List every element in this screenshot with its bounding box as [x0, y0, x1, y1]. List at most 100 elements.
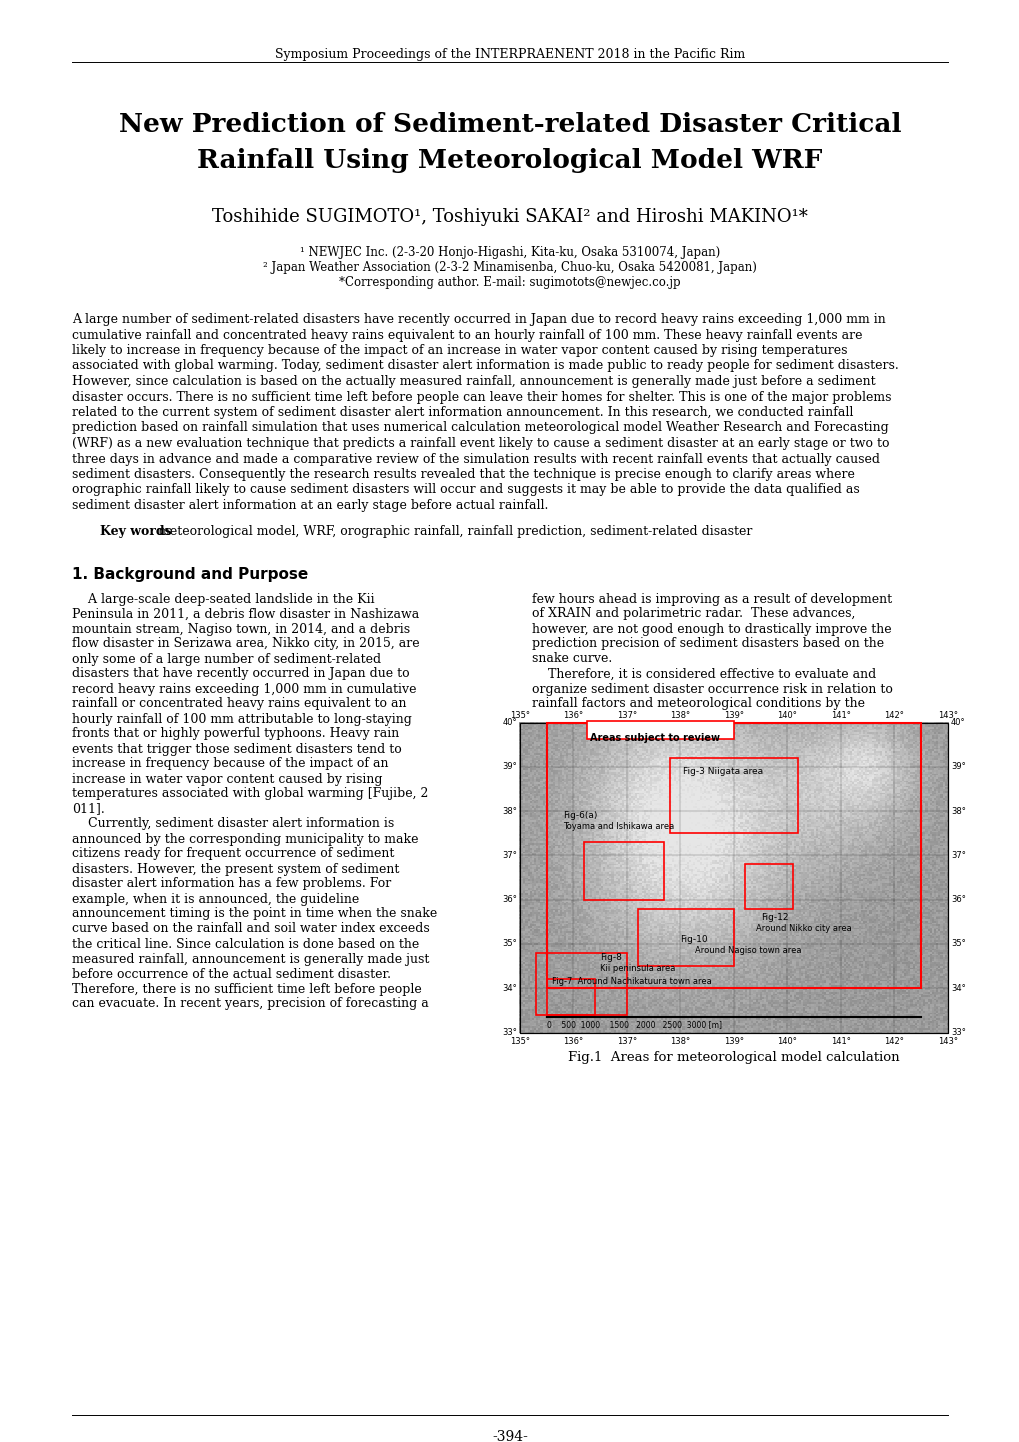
Bar [744, 864, 792, 908]
Text: events that trigger those sediment disasters tend to: events that trigger those sediment disas… [72, 743, 401, 756]
Text: of XRAIN and polarimetric radar.  These advances,: of XRAIN and polarimetric radar. These a… [532, 607, 855, 620]
Text: example, when it is announced, the guideline: example, when it is announced, the guide… [72, 893, 359, 906]
Text: (WRF) as a new evaluation technique that predicts a rainfall event likely to cau: (WRF) as a new evaluation technique that… [72, 437, 889, 450]
Text: can evacuate. In recent years, precision of forecasting a: can evacuate. In recent years, precision… [72, 998, 428, 1011]
Text: disaster occurs. There is no sufficient time left before people can leave their : disaster occurs. There is no sufficient … [72, 391, 891, 404]
Text: 137°: 137° [616, 711, 637, 721]
Text: organize sediment disaster occurrence risk in relation to: organize sediment disaster occurrence ri… [532, 682, 892, 695]
Bar [546, 979, 594, 1015]
Text: A large number of sediment-related disasters have recently occurred in Japan due: A large number of sediment-related disas… [72, 313, 884, 326]
Text: 33°: 33° [950, 1028, 965, 1037]
Text: 138°: 138° [669, 711, 690, 721]
Text: 37°: 37° [501, 851, 517, 859]
Text: Symposium Proceedings of the INTERPRAENENT 2018 in the Pacific Rim: Symposium Proceedings of the INTERPRAENE… [274, 48, 745, 61]
Text: measured rainfall, announcement is generally made just: measured rainfall, announcement is gener… [72, 953, 429, 966]
Text: rainfall or concentrated heavy rains equivalent to an: rainfall or concentrated heavy rains equ… [72, 698, 407, 711]
Text: 36°: 36° [501, 895, 517, 904]
Text: 136°: 136° [562, 711, 583, 721]
Text: New Prediction of Sediment-related Disaster Critical: New Prediction of Sediment-related Disas… [118, 112, 901, 137]
Text: -394-: -394- [491, 1430, 528, 1442]
Text: 35°: 35° [501, 939, 517, 949]
Text: 1. Background and Purpose: 1. Background and Purpose [72, 567, 308, 581]
Text: 143°: 143° [937, 1037, 957, 1047]
Text: 33°: 33° [501, 1028, 517, 1037]
Text: sediment disasters. Consequently the research results revealed that the techniqu: sediment disasters. Consequently the res… [72, 469, 854, 482]
Bar [669, 758, 798, 833]
Bar [584, 842, 663, 900]
Text: 135°: 135° [510, 711, 530, 721]
Text: Fig.1  Areas for meteorological model calculation: Fig.1 Areas for meteorological model cal… [568, 1051, 899, 1064]
Text: disaster alert information has a few problems. For: disaster alert information has a few pro… [72, 878, 391, 891]
Text: mountain stream, Nagiso town, in 2014, and a debris: mountain stream, Nagiso town, in 2014, a… [72, 623, 410, 636]
Text: Around Nikko city area: Around Nikko city area [755, 924, 851, 933]
Text: 140°: 140° [776, 711, 797, 721]
Text: Fig-6(a): Fig-6(a) [562, 810, 596, 820]
Text: Toshihide SUGIMOTO¹, Toshiyuki SAKAI² and Hiroshi MAKINO¹*: Toshihide SUGIMOTO¹, Toshiyuki SAKAI² an… [212, 208, 807, 226]
Text: rainfall factors and meteorological conditions by the: rainfall factors and meteorological cond… [532, 698, 864, 711]
Text: 35°: 35° [950, 939, 965, 949]
Bar [546, 722, 920, 988]
Text: curve based on the rainfall and soil water index exceeds: curve based on the rainfall and soil wat… [72, 923, 429, 936]
Text: flow disaster in Serizawa area, Nikko city, in 2015, are: flow disaster in Serizawa area, Nikko ci… [72, 637, 419, 650]
Text: 39°: 39° [501, 763, 517, 771]
Text: Kii peninsula area: Kii peninsula area [599, 963, 675, 973]
Text: snake curve.: snake curve. [532, 652, 611, 666]
Text: increase in water vapor content caused by rising: increase in water vapor content caused b… [72, 773, 382, 786]
Text: sediment disaster alert information at an early stage before actual rainfall.: sediment disaster alert information at a… [72, 499, 548, 512]
Text: three days in advance and made a comparative review of the simulation results wi: three days in advance and made a compara… [72, 453, 879, 466]
Bar [520, 722, 947, 1032]
Text: 34°: 34° [501, 983, 517, 992]
Text: record heavy rains exceeding 1,000 mm in cumulative: record heavy rains exceeding 1,000 mm in… [72, 682, 416, 695]
Text: fronts that or highly powerful typhoons. Heavy rain: fronts that or highly powerful typhoons.… [72, 728, 398, 741]
Text: however, are not good enough to drastically improve the: however, are not good enough to drastica… [532, 623, 891, 636]
Text: announcement timing is the point in time when the snake: announcement timing is the point in time… [72, 907, 437, 920]
Bar [536, 953, 627, 1015]
Text: disasters. However, the present system of sediment: disasters. However, the present system o… [72, 862, 399, 875]
Text: announced by the corresponding municipality to make: announced by the corresponding municipal… [72, 832, 418, 845]
Text: increase in frequency because of the impact of an: increase in frequency because of the imp… [72, 757, 388, 770]
Text: 142°: 142° [883, 1037, 904, 1047]
Text: Fig-12: Fig-12 [760, 913, 788, 921]
Text: 36°: 36° [950, 895, 965, 904]
Text: 38°: 38° [950, 806, 965, 816]
Text: Fig-3 Niigata area: Fig-3 Niigata area [683, 767, 762, 776]
Text: the critical line. Since calculation is done based on the: the critical line. Since calculation is … [72, 937, 419, 950]
Text: 141°: 141° [830, 711, 850, 721]
Text: temperatures associated with global warming [Fujibe, 2: temperatures associated with global warm… [72, 787, 428, 800]
Text: 139°: 139° [723, 1037, 743, 1047]
Text: orographic rainfall likely to cause sediment disasters will occur and suggests i: orographic rainfall likely to cause sedi… [72, 483, 859, 496]
Text: 137°: 137° [616, 1037, 637, 1047]
Text: 141°: 141° [830, 1037, 850, 1047]
Text: 37°: 37° [950, 851, 965, 859]
Bar [637, 908, 734, 966]
Text: Fig-10: Fig-10 [680, 934, 707, 945]
Text: Toyama and Ishikawa area: Toyama and Ishikawa area [562, 822, 674, 831]
Text: 34°: 34° [950, 983, 965, 992]
Text: few hours ahead is improving as a result of development: few hours ahead is improving as a result… [532, 593, 892, 606]
Text: 139°: 139° [723, 711, 743, 721]
Text: However, since calculation is based on the actually measured rainfall, announcem: However, since calculation is based on t… [72, 375, 874, 388]
Text: 40°: 40° [950, 718, 965, 727]
Text: hourly rainfall of 100 mm attributable to long-staying: hourly rainfall of 100 mm attributable t… [72, 712, 412, 725]
Text: only some of a large number of sediment-related: only some of a large number of sediment-… [72, 652, 381, 666]
Text: 140°: 140° [776, 1037, 797, 1047]
Text: 38°: 38° [501, 806, 517, 816]
Text: 40°: 40° [502, 718, 517, 727]
Text: Fig-8: Fig-8 [599, 953, 622, 962]
Text: Fig-7  Around Nachikatuura town area: Fig-7 Around Nachikatuura town area [551, 978, 711, 986]
Text: prediction based on rainfall simulation that uses numerical calculation meteorol: prediction based on rainfall simulation … [72, 421, 888, 434]
Text: : meteorological model, WRF, orographic rainfall, rainfall prediction, sediment-: : meteorological model, WRF, orographic … [150, 525, 752, 538]
Text: likely to increase in frequency because of the impact of an increase in water va: likely to increase in frequency because … [72, 345, 847, 358]
Text: cumulative rainfall and concentrated heavy rains equivalent to an hourly rainfal: cumulative rainfall and concentrated hea… [72, 329, 862, 342]
Text: 138°: 138° [669, 1037, 690, 1047]
Text: 143°: 143° [937, 711, 957, 721]
Text: Therefore, it is considered effective to evaluate and: Therefore, it is considered effective to… [532, 668, 875, 681]
Text: Therefore, there is no sufficient time left before people: Therefore, there is no sufficient time l… [72, 982, 421, 995]
Text: 011].: 011]. [72, 803, 105, 816]
Text: before occurrence of the actual sediment disaster.: before occurrence of the actual sediment… [72, 968, 390, 981]
Text: Areas subject to review: Areas subject to review [589, 733, 718, 743]
Text: 142°: 142° [883, 711, 904, 721]
Text: 0    500  1000    1500   2000   2500  3000 [m]: 0 500 1000 1500 2000 2500 3000 [m] [546, 1019, 721, 1030]
Text: Currently, sediment disaster alert information is: Currently, sediment disaster alert infor… [72, 818, 394, 831]
Text: A large-scale deep-seated landslide in the Kii: A large-scale deep-seated landslide in t… [72, 593, 374, 606]
